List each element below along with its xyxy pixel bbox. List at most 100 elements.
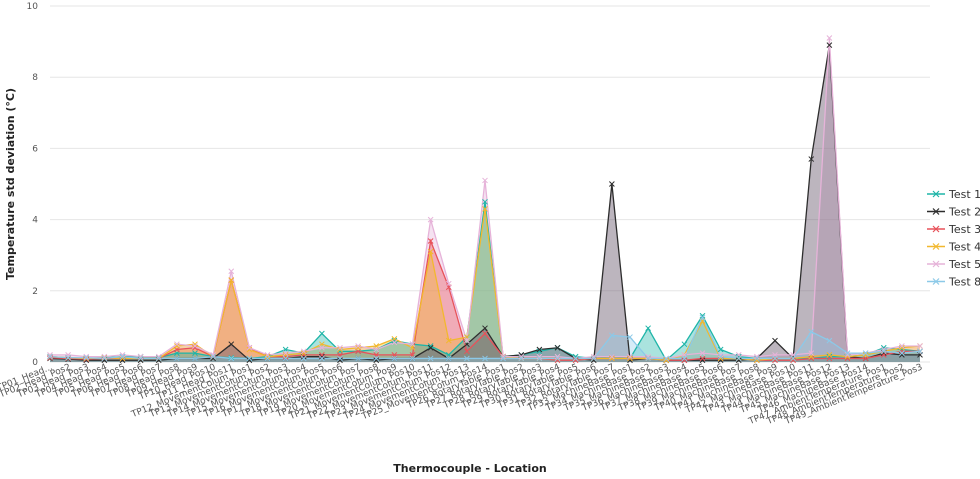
point-test-5 — [319, 344, 325, 351]
point-test-8 — [627, 334, 633, 340]
point-test-5 — [844, 352, 851, 358]
point-test-1 — [482, 198, 488, 205]
point-test-5 — [137, 353, 144, 360]
point-test-1 — [427, 343, 434, 349]
point-test-8 — [590, 355, 597, 362]
point-test-8 — [228, 355, 235, 362]
point-test-4 — [264, 353, 271, 360]
point-test-8 — [83, 354, 90, 361]
point-test-8 — [174, 355, 180, 362]
point-test-4 — [355, 344, 361, 351]
point-test-8 — [119, 353, 126, 360]
point-test-5 — [155, 353, 162, 360]
point-test-8 — [337, 355, 343, 362]
point-test-5 — [880, 346, 887, 353]
point-test-2 — [609, 181, 615, 187]
point-test-5 — [445, 280, 452, 287]
legend: Test 1 Test 2 Test 3 Test 4 Test 5 Test 8 — [927, 188, 980, 289]
point-test-1 — [228, 354, 235, 361]
point-test-1 — [155, 354, 162, 361]
point-test-1 — [192, 350, 198, 356]
point-test-4 — [246, 346, 253, 353]
y-tick-label: 6 — [32, 144, 38, 154]
legend-label-test-4: Test 4 — [948, 241, 980, 254]
point-test-1 — [699, 312, 706, 319]
point-test-8 — [355, 355, 361, 362]
area-test-3 — [50, 240, 920, 362]
point-test-3 — [808, 355, 815, 362]
point-test-5 — [464, 337, 470, 344]
series-markers — [47, 35, 923, 364]
point-test-8 — [391, 355, 398, 362]
point-test-4 — [300, 350, 307, 356]
area-test-4 — [50, 208, 920, 362]
y-axis-ticks: 0 2 4 6 8 10 — [27, 2, 39, 368]
area-test-2 — [50, 45, 920, 362]
point-test-8 — [409, 355, 416, 362]
point-test-8 — [445, 355, 452, 362]
point-test-8 — [482, 355, 488, 362]
point-test-4 — [427, 248, 434, 255]
point-test-3 — [699, 355, 706, 362]
point-test-5 — [409, 341, 416, 348]
point-test-5 — [500, 353, 506, 360]
point-test-8 — [735, 355, 742, 362]
point-test-8 — [300, 355, 307, 362]
point-test-2 — [826, 42, 833, 49]
point-test-8 — [101, 355, 108, 362]
point-test-2 — [337, 357, 343, 364]
point-test-8 — [572, 355, 579, 362]
point-test-8 — [826, 337, 833, 344]
point-test-4 — [101, 354, 108, 361]
legend-marker-test-3 — [932, 225, 940, 233]
area-test-8 — [50, 317, 920, 362]
point-test-3 — [772, 357, 778, 364]
point-test-5 — [83, 353, 90, 360]
point-test-8 — [844, 350, 851, 356]
point-test-8 — [65, 354, 71, 361]
point-test-8 — [246, 355, 253, 362]
point-test-8 — [137, 355, 144, 362]
point-test-5 — [174, 341, 180, 348]
point-test-2 — [808, 156, 815, 162]
point-test-3 — [681, 357, 688, 364]
point-test-8 — [609, 332, 615, 339]
legend-marker-test-8 — [932, 278, 940, 285]
point-test-4 — [609, 355, 615, 362]
point-test-5 — [808, 350, 815, 356]
point-test-8 — [790, 355, 796, 362]
point-test-2 — [554, 344, 561, 351]
point-test-2 — [246, 357, 253, 364]
point-test-8 — [464, 355, 470, 362]
point-test-5 — [482, 177, 488, 184]
point-test-5 — [101, 353, 108, 360]
point-test-8 — [899, 350, 905, 356]
point-test-3 — [790, 357, 796, 364]
point-test-5 — [192, 343, 198, 349]
point-test-4 — [192, 341, 198, 348]
legend-label-test-2: Test 2 — [948, 206, 980, 219]
point-test-4 — [83, 355, 90, 362]
y-tick-label: 8 — [32, 73, 38, 83]
point-test-8 — [645, 355, 651, 362]
point-test-3 — [464, 348, 470, 355]
point-test-8 — [155, 355, 162, 362]
point-test-2 — [373, 357, 380, 364]
point-test-4 — [826, 352, 833, 358]
point-test-5 — [282, 350, 289, 356]
y-tick-label: 0 — [32, 358, 38, 368]
point-test-8 — [554, 355, 561, 362]
gridlines — [50, 5, 930, 363]
point-test-4 — [862, 352, 869, 358]
point-test-3 — [572, 357, 579, 364]
point-test-3 — [427, 238, 434, 244]
point-test-1 — [826, 353, 833, 360]
point-test-8 — [47, 353, 53, 360]
point-test-5 — [699, 350, 706, 356]
point-test-2 — [319, 353, 325, 360]
point-test-8 — [717, 353, 724, 360]
point-test-8 — [319, 355, 325, 362]
point-test-1 — [681, 341, 688, 348]
point-test-5 — [228, 268, 235, 275]
point-test-8 — [536, 355, 543, 362]
